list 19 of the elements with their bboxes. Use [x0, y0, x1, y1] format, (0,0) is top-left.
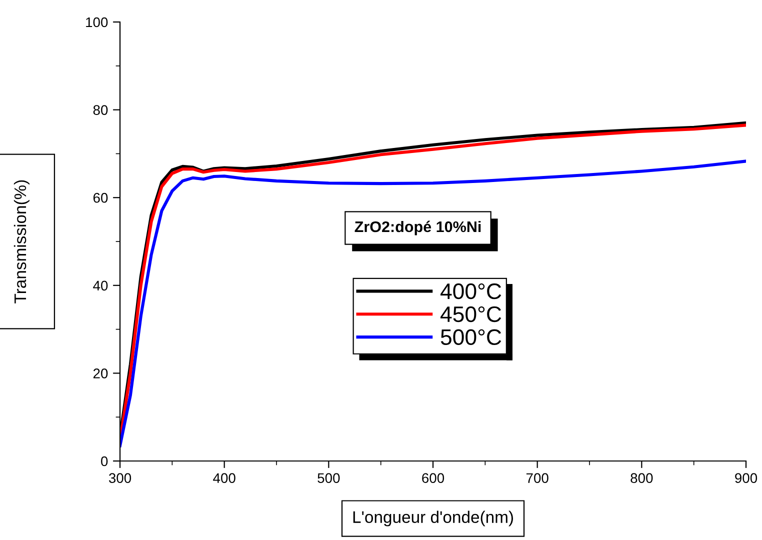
annotation: ZrO2:dopé 10%Ni — [354, 220, 481, 236]
y-tick-label: 40 — [93, 280, 108, 291]
x-tick-label: 300 — [108, 473, 132, 484]
x-tick-label: 400 — [213, 473, 236, 484]
x-tick-label: 600 — [422, 473, 444, 484]
y-tick-label: 100 — [86, 17, 108, 28]
x-tick-label: 800 — [630, 473, 653, 484]
y-tick-label: 20 — [93, 368, 108, 378]
legend-label: 400°C — [440, 283, 502, 300]
x-tick-label: 700 — [526, 473, 548, 484]
y-tick-label: 60 — [93, 192, 108, 203]
x-axis-title: L'ongueur d'onde(nm) — [353, 510, 513, 526]
y-tick-label: 80 — [93, 105, 108, 115]
x-tick-label: 900 — [735, 473, 758, 484]
legend-label: 500°C — [440, 329, 502, 346]
y-axis-title: Transmission(%) — [14, 180, 30, 304]
x-tick-label: 500 — [318, 473, 340, 484]
legend-label: 450°C — [440, 306, 502, 322]
y-tick-label: 0 — [101, 456, 108, 466]
